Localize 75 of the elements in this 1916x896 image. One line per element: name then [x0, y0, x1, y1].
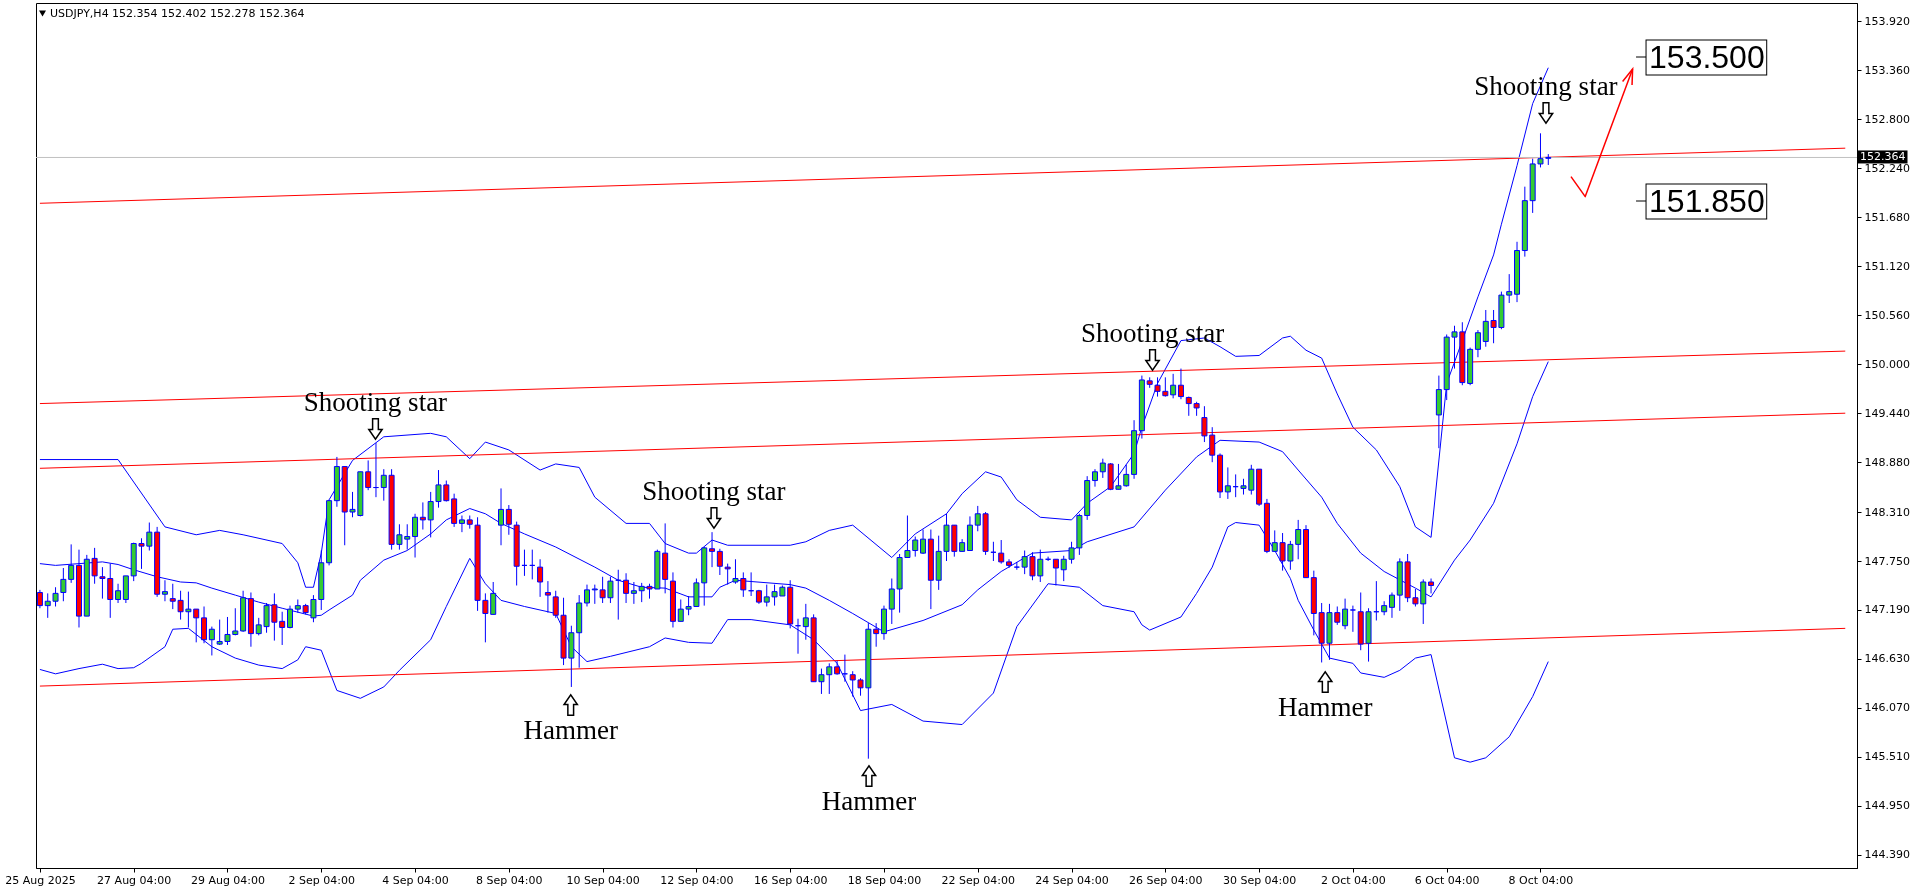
candlestick: [583, 584, 590, 607]
y-tick-label: 144.950: [1864, 799, 1910, 813]
candlestick: [1224, 466, 1231, 500]
candlestick: [419, 501, 426, 531]
y-tick-label: 146.070: [1864, 701, 1910, 715]
candlestick: [1388, 591, 1395, 619]
annotation: Shooting star: [303, 387, 448, 417]
candlestick: [623, 572, 630, 604]
candlestick: [201, 605, 208, 644]
y-tick-label: 151.680: [1864, 210, 1910, 224]
y-tick-label: 145.510: [1864, 750, 1910, 764]
x-tick-label: 16 Sep 04:00: [753, 873, 828, 887]
y-tick-label: 153.920: [1864, 14, 1910, 28]
x-tick-label: 30 Sep 04:00: [1222, 873, 1297, 887]
annotation: Hammer: [821, 786, 917, 816]
candlestick: [1349, 605, 1356, 633]
candlestick: [1342, 598, 1349, 630]
x-tick-label: 29 Aug 04:00: [190, 873, 266, 887]
annotation: 151.850: [1649, 183, 1765, 219]
y-tick-label: 146.630: [1864, 652, 1910, 666]
y-tick-label: 147.190: [1864, 603, 1910, 617]
annotation: Hammer: [1277, 692, 1373, 722]
candlestick: [537, 558, 544, 598]
x-tick-label: 12 Sep 04:00: [660, 873, 734, 887]
x-tick-label: 22 Sep 04:00: [941, 873, 1015, 887]
candlestick: [458, 515, 465, 533]
y-tick-label: 153.360: [1864, 63, 1910, 77]
x-tick-label: 2 Oct 04:00: [1321, 873, 1386, 887]
candlestick: [161, 579, 168, 602]
x-tick-label: 2 Sep 04:00: [288, 873, 355, 887]
y-tick-label: 148.310: [1864, 505, 1910, 519]
candlestick: [709, 531, 716, 568]
candlestick: [998, 539, 1005, 565]
y-tick-label: 152.800: [1864, 112, 1910, 126]
x-tick-label: 24 Sep 04:00: [1035, 873, 1109, 887]
x-tick-label: 26 Sep 04:00: [1129, 873, 1203, 887]
candlestick: [505, 504, 512, 536]
candlestick: [115, 583, 122, 604]
annotation: 153.500: [1649, 39, 1765, 75]
chart-title: USDJPY,H4 152.354 152.402 152.278 152.364: [50, 7, 305, 20]
candlestick: [122, 575, 129, 604]
candlestick: [36, 589, 43, 609]
candlestick: [498, 487, 505, 546]
candlestick: [544, 580, 551, 614]
candlestick: [920, 529, 927, 555]
y-tick-label: 150.000: [1864, 357, 1910, 371]
candlestick: [1177, 368, 1184, 400]
x-tick-label: 27 Aug 04:00: [97, 873, 172, 887]
y-tick-label: 147.750: [1864, 554, 1910, 568]
annotation: Hammer: [523, 715, 618, 745]
x-tick-label: 25 Aug 2025: [5, 873, 76, 887]
candlestick: [630, 581, 637, 605]
y-tick-label: 144.390: [1864, 848, 1910, 862]
x-tick-label: 8 Sep 04:00: [476, 873, 543, 887]
candlestick: [1052, 558, 1059, 586]
annotation: Shooting star: [642, 476, 786, 506]
candlestick: [716, 548, 723, 576]
candlestick: [1091, 468, 1098, 488]
annotation: Shooting star: [1080, 318, 1225, 348]
x-tick-label: 6 Oct 04:00: [1414, 873, 1480, 887]
candlestick: [1170, 373, 1177, 399]
x-tick-label: 18 Sep 04:00: [847, 873, 922, 887]
candlestick: [412, 513, 419, 559]
y-tick-label: 151.120: [1864, 259, 1910, 273]
y-tick-label: 150.560: [1864, 308, 1910, 322]
y-tick-label: 152.240: [1864, 161, 1910, 175]
candlestick: [208, 626, 215, 656]
y-tick-label: 149.440: [1864, 406, 1910, 420]
x-tick-label: 4 Sep 04:00: [382, 873, 449, 887]
y-tick-label: 148.880: [1864, 455, 1910, 469]
candlestick: [724, 563, 731, 586]
candlestick: [1474, 329, 1481, 358]
candlestick: [1428, 578, 1435, 594]
x-tick-label: 10 Sep 04:00: [566, 873, 640, 887]
x-tick-label: 8 Oct 04:00: [1508, 873, 1574, 887]
